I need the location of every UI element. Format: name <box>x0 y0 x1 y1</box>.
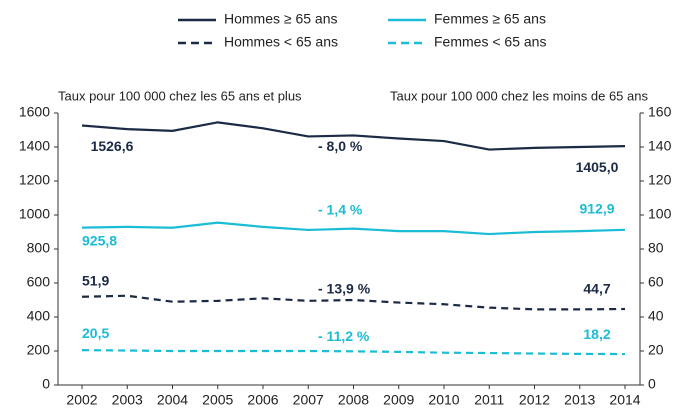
legend-label: Femmes ≥ 65 ans <box>434 11 546 27</box>
y-tick-label: 1600 <box>19 104 50 120</box>
y2-tick-label: 120 <box>648 172 672 188</box>
x-tick-label: 2011 <box>474 392 504 408</box>
change-label: - 1,4 % <box>318 201 363 217</box>
y2-tick-label: 40 <box>648 308 664 324</box>
y-tick-label: 400 <box>27 308 51 324</box>
x-tick-label: 2009 <box>383 392 414 408</box>
y-tick-label: 1200 <box>19 172 50 188</box>
y2-tick-label: 160 <box>648 104 672 120</box>
data-label: 20,5 <box>82 325 109 341</box>
y2-tick-label: 80 <box>648 240 664 256</box>
y-tick-label: 600 <box>27 274 51 290</box>
x-tick-label: 2002 <box>66 392 97 408</box>
legend-label: Hommes ≥ 65 ans <box>224 11 338 27</box>
data-label: 1405,0 <box>576 159 619 175</box>
y-axis-title: Taux pour 100 000 chez les 65 ans et plu… <box>58 88 302 103</box>
y2-tick-label: 60 <box>648 274 664 290</box>
series-line <box>81 294 626 311</box>
data-label: 44,7 <box>583 281 610 297</box>
y2-tick-label: 0 <box>648 376 656 392</box>
y-tick-label: 200 <box>27 342 51 358</box>
y2-tick-label: 20 <box>648 342 664 358</box>
x-tick-label: 2005 <box>202 392 233 408</box>
x-tick-label: 2006 <box>247 392 278 408</box>
change-label: - 11,2 % <box>318 328 370 344</box>
x-tick-label: 2014 <box>609 392 640 408</box>
y2-tick-label: 100 <box>648 206 672 222</box>
y2-tick-label: 140 <box>648 138 672 154</box>
data-label: 925,8 <box>82 232 117 248</box>
data-label: 1526,6 <box>91 138 134 154</box>
change-label: - 13,9 % <box>318 281 371 297</box>
x-tick-label: 2012 <box>519 392 550 408</box>
y-tick-label: 800 <box>27 240 51 256</box>
x-tick-label: 2010 <box>428 392 459 408</box>
series-line <box>81 349 626 356</box>
data-label: 51,9 <box>82 272 109 288</box>
x-tick-label: 2013 <box>564 392 595 408</box>
y-tick-label: 1000 <box>19 206 50 222</box>
y2-axis-title: Taux pour 100 000 chez les moins de 65 a… <box>390 88 649 103</box>
x-tick-label: 2004 <box>157 392 188 408</box>
x-tick-label: 2008 <box>338 392 369 408</box>
x-tick-label: 2007 <box>293 392 324 408</box>
series-line <box>81 121 626 151</box>
change-label: - 8,0 % <box>318 138 363 154</box>
x-tick-label: 2003 <box>112 392 143 408</box>
legend-label: Hommes < 65 ans <box>224 34 338 50</box>
series-line <box>81 221 626 236</box>
legend-label: Femmes < 65 ans <box>434 34 546 50</box>
data-label: 912,9 <box>579 201 614 217</box>
y-tick-label: 1400 <box>19 138 50 154</box>
y-tick-label: 0 <box>42 376 50 392</box>
data-label: 18,2 <box>583 326 610 342</box>
